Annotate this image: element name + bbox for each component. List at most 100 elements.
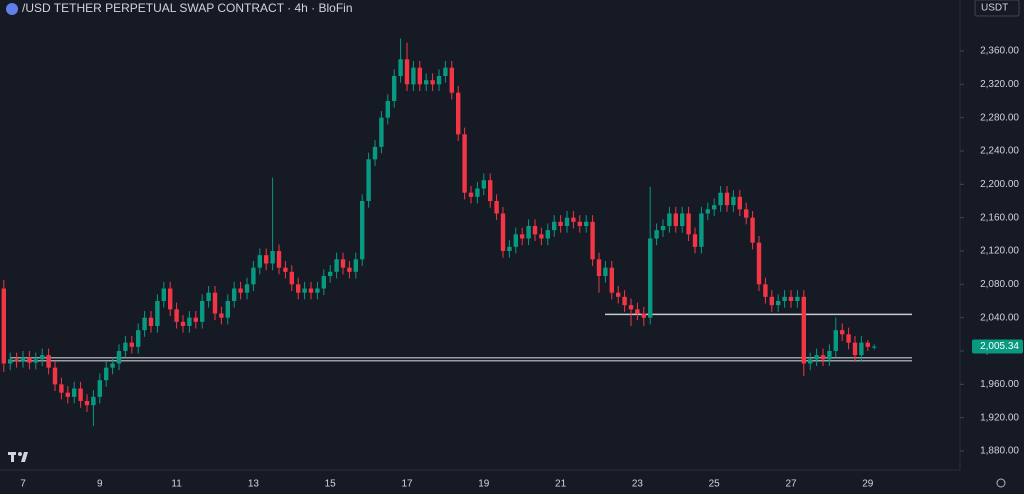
y-tick-label: 2,320.00	[980, 79, 1019, 90]
candle-body	[827, 351, 832, 360]
y-tick-label: 2,120.00	[980, 246, 1019, 257]
candle-body	[872, 346, 877, 348]
candle-body	[500, 213, 506, 251]
candle-body	[366, 159, 371, 201]
candle-body	[564, 217, 570, 226]
y-tick-label: 2,080.00	[980, 279, 1019, 290]
candle-body	[788, 296, 794, 301]
candle-body	[264, 255, 269, 264]
candle-body	[660, 226, 666, 231]
candle-body	[846, 334, 851, 343]
x-tick-label: 29	[862, 479, 874, 490]
candle-body	[84, 401, 90, 406]
candle-body	[680, 213, 685, 226]
candle-body	[110, 363, 115, 368]
candle-body	[616, 292, 621, 297]
candle-body	[187, 317, 192, 326]
candle-body	[622, 296, 627, 306]
candle-body	[315, 288, 320, 293]
candle-body	[430, 80, 435, 85]
candle-body	[443, 67, 448, 76]
candle-body	[584, 221, 589, 226]
candle-body	[699, 213, 704, 247]
chart-title: /USD TETHER PERPETUAL SWAP CONTRACT · 4h…	[22, 1, 353, 15]
candle-body	[193, 317, 198, 322]
logo-part	[11, 452, 14, 462]
currency-button[interactable]	[974, 0, 1020, 17]
candle-body	[475, 188, 480, 197]
candle-body	[212, 292, 218, 314]
candle-body	[468, 192, 474, 197]
candle-body	[712, 205, 717, 210]
x-tick-label: 15	[325, 479, 337, 490]
candle-body	[200, 301, 205, 322]
candle-body	[449, 67, 454, 93]
candle-body	[155, 301, 160, 326]
candle-body	[731, 196, 736, 206]
candle-body	[737, 196, 742, 210]
candle-body	[148, 317, 154, 326]
candle-body	[520, 234, 525, 239]
candle-body	[724, 192, 730, 206]
x-tick-label: 23	[632, 479, 644, 490]
candle-body	[104, 367, 109, 381]
candle-body	[283, 267, 288, 272]
candle-body	[334, 259, 339, 272]
candle-body	[833, 330, 838, 351]
candle-body	[116, 351, 122, 364]
candle-body	[40, 355, 45, 360]
candle-body	[52, 367, 58, 385]
candle-body	[353, 259, 358, 272]
candle-body	[744, 209, 749, 218]
candle-body	[532, 226, 538, 235]
settings-icon[interactable]	[996, 478, 1006, 488]
candle-body	[718, 192, 723, 206]
candle-body	[91, 396, 96, 406]
candle-body	[769, 296, 774, 306]
x-tick-label: 13	[248, 479, 260, 490]
candle-body	[750, 217, 755, 243]
candle-body	[308, 288, 314, 293]
last-price-label: 2,005.34	[980, 341, 1019, 352]
symbol-icon	[6, 3, 18, 15]
last-price-box	[972, 339, 1023, 354]
candle-body	[328, 271, 333, 276]
candle-body	[1, 288, 6, 364]
y-tick-label: 2,240.00	[980, 146, 1019, 157]
candle-body	[270, 251, 275, 264]
x-tick-label: 11	[171, 479, 182, 490]
y-tick-label: 2,160.00	[980, 212, 1019, 223]
tv-logo	[8, 452, 28, 462]
x-tick-label: 9	[97, 479, 103, 490]
candle-body	[814, 355, 819, 360]
candle-body	[244, 284, 250, 293]
candle-body	[507, 246, 512, 251]
y-tick-label: 2,280.00	[980, 112, 1019, 123]
candle-body	[603, 267, 608, 276]
candle-body	[552, 221, 557, 231]
candle-body	[296, 284, 301, 293]
y-tick-label: 1,920.00	[980, 412, 1019, 423]
candle-body	[571, 217, 576, 222]
candle-body	[673, 213, 678, 226]
candle-body	[820, 355, 826, 360]
candle-body	[129, 342, 134, 347]
candle-body	[596, 259, 602, 276]
candle-body	[782, 296, 787, 301]
candle-body	[590, 221, 595, 260]
x-tick-label: 19	[478, 479, 490, 490]
candle-body	[494, 201, 499, 214]
currency-label[interactable]: USDT	[981, 3, 1008, 14]
candle-body	[14, 359, 19, 361]
candle-body	[628, 305, 634, 310]
candle-body	[776, 301, 781, 306]
candle-body	[289, 271, 294, 285]
x-tick-label: 25	[709, 479, 721, 490]
y-tick-label: 2,360.00	[980, 46, 1019, 57]
candle-body	[219, 313, 224, 318]
candle-body	[808, 359, 813, 364]
candle-body	[385, 101, 390, 118]
candle-body	[488, 180, 493, 201]
